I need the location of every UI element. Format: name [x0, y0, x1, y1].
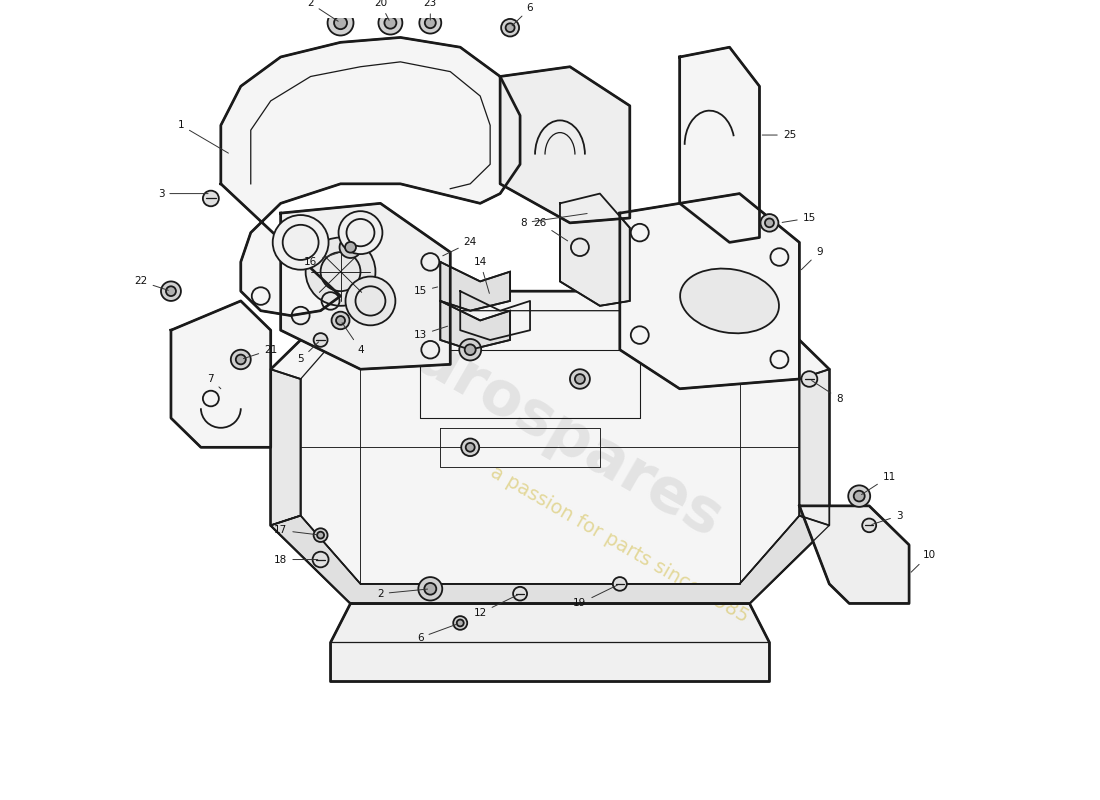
- Circle shape: [331, 312, 350, 330]
- Circle shape: [425, 18, 436, 28]
- Text: 20: 20: [374, 0, 389, 20]
- Polygon shape: [560, 194, 630, 306]
- Text: 7: 7: [208, 374, 221, 389]
- Text: 3: 3: [157, 189, 208, 198]
- Circle shape: [314, 528, 328, 542]
- Circle shape: [456, 619, 464, 626]
- Polygon shape: [271, 370, 300, 526]
- Text: 15: 15: [782, 213, 816, 223]
- Circle shape: [345, 277, 395, 326]
- Circle shape: [802, 371, 817, 387]
- Polygon shape: [221, 38, 520, 315]
- Text: 14: 14: [474, 257, 490, 294]
- Circle shape: [764, 218, 774, 227]
- Circle shape: [314, 333, 328, 346]
- Text: a passion for parts since 1985: a passion for parts since 1985: [487, 463, 752, 627]
- Polygon shape: [440, 301, 510, 350]
- Circle shape: [202, 190, 219, 206]
- Polygon shape: [800, 370, 829, 526]
- Circle shape: [760, 214, 779, 232]
- Circle shape: [453, 616, 468, 630]
- Circle shape: [854, 490, 865, 502]
- Polygon shape: [500, 66, 630, 223]
- Polygon shape: [170, 301, 271, 447]
- Circle shape: [465, 443, 475, 452]
- Text: 10: 10: [911, 550, 936, 572]
- Text: 21: 21: [243, 345, 277, 358]
- Text: 1: 1: [177, 120, 229, 153]
- Text: 6: 6: [417, 624, 458, 642]
- Circle shape: [340, 237, 362, 258]
- Circle shape: [502, 19, 519, 37]
- Polygon shape: [440, 262, 510, 310]
- Circle shape: [312, 552, 329, 567]
- Text: 9: 9: [802, 247, 823, 270]
- Text: 23: 23: [424, 0, 437, 20]
- Text: 16: 16: [304, 253, 338, 267]
- Text: 2: 2: [377, 589, 428, 598]
- Circle shape: [848, 486, 870, 507]
- Text: 24: 24: [443, 238, 476, 256]
- Text: eurospares: eurospares: [367, 306, 733, 550]
- Circle shape: [570, 370, 590, 389]
- Text: 22: 22: [134, 277, 168, 290]
- Ellipse shape: [680, 269, 779, 334]
- Text: 18: 18: [274, 554, 318, 565]
- Text: 11: 11: [861, 471, 895, 494]
- Polygon shape: [800, 506, 909, 603]
- Circle shape: [613, 577, 627, 590]
- Text: 4: 4: [342, 322, 364, 354]
- Text: 13: 13: [414, 326, 448, 340]
- Circle shape: [384, 17, 396, 29]
- Circle shape: [231, 350, 251, 370]
- Polygon shape: [680, 47, 759, 242]
- Text: 5: 5: [297, 342, 319, 365]
- Text: 19: 19: [573, 585, 617, 609]
- Circle shape: [306, 238, 375, 306]
- Text: 26: 26: [534, 218, 568, 241]
- Text: 2: 2: [307, 0, 338, 22]
- Text: 8: 8: [812, 381, 843, 403]
- Circle shape: [317, 532, 324, 538]
- Polygon shape: [271, 516, 829, 603]
- Circle shape: [378, 11, 403, 34]
- Text: 25: 25: [762, 130, 796, 140]
- Circle shape: [461, 438, 480, 456]
- Circle shape: [575, 374, 585, 384]
- Polygon shape: [271, 291, 829, 603]
- Circle shape: [862, 518, 877, 532]
- Text: 6: 6: [513, 3, 534, 26]
- Polygon shape: [331, 603, 769, 682]
- Circle shape: [339, 211, 383, 254]
- Text: 8: 8: [520, 214, 587, 228]
- Circle shape: [425, 583, 437, 594]
- Circle shape: [166, 286, 176, 296]
- Text: 17: 17: [274, 526, 318, 535]
- Polygon shape: [280, 203, 450, 370]
- Circle shape: [418, 577, 442, 601]
- Polygon shape: [619, 194, 800, 389]
- Circle shape: [336, 316, 345, 325]
- Circle shape: [345, 242, 356, 253]
- Circle shape: [459, 339, 481, 361]
- Circle shape: [161, 282, 180, 301]
- Circle shape: [419, 12, 441, 34]
- Text: 3: 3: [872, 510, 902, 525]
- Circle shape: [506, 23, 515, 32]
- Circle shape: [328, 10, 353, 35]
- Circle shape: [513, 587, 527, 601]
- Text: 15: 15: [414, 286, 438, 296]
- Circle shape: [334, 17, 346, 29]
- Circle shape: [235, 354, 245, 364]
- Circle shape: [273, 215, 329, 270]
- Circle shape: [464, 344, 475, 355]
- Text: 12: 12: [474, 595, 518, 618]
